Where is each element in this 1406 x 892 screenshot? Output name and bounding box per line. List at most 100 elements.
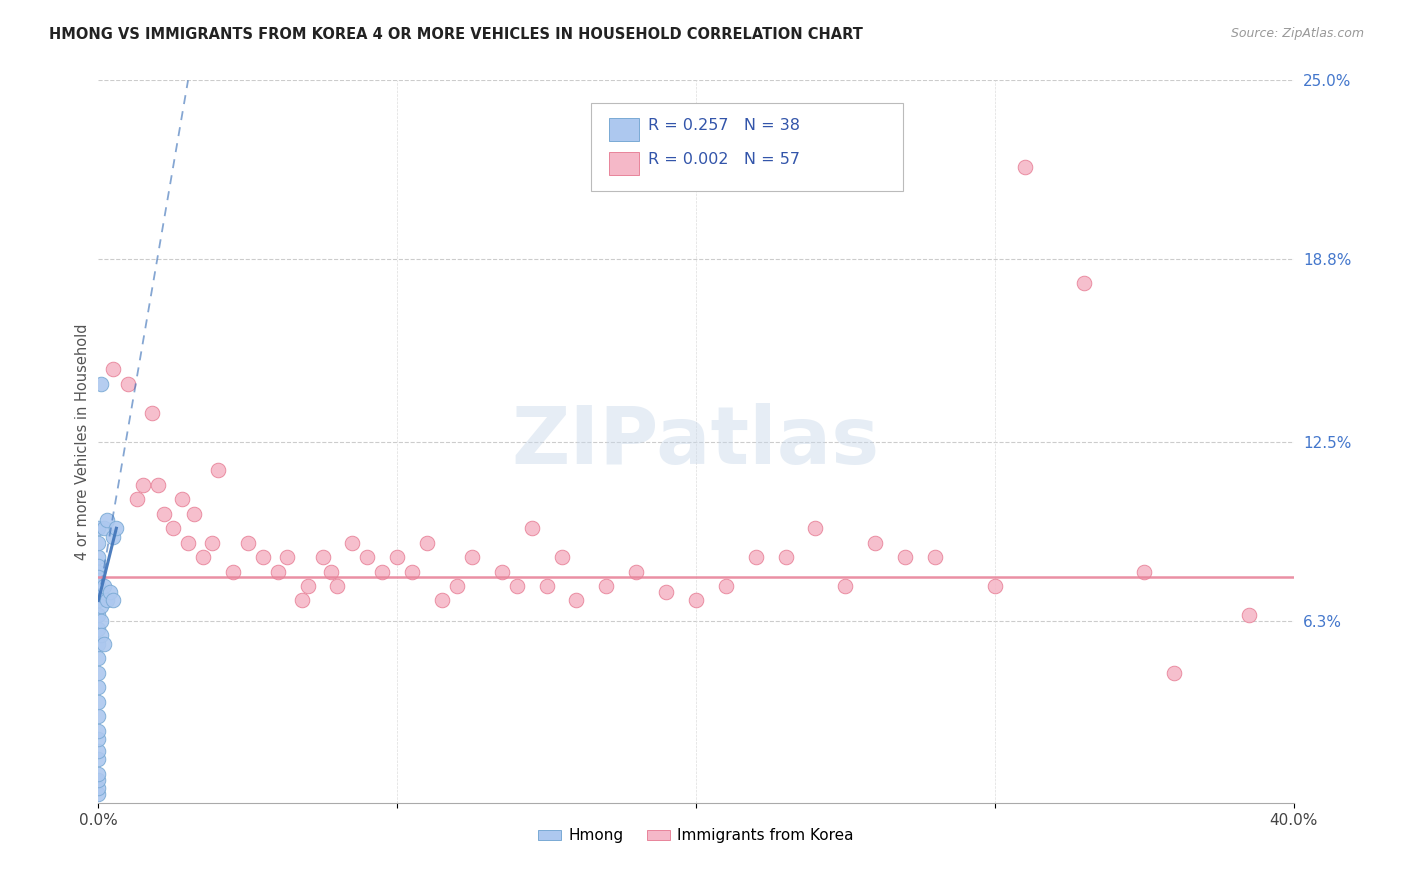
Point (87, 565, 110, 579)
Point (536, 579, 558, 593)
Point (90, 614, 112, 628)
Point (90, 599, 112, 614)
Point (93, 521, 115, 535)
Point (865, 535, 887, 549)
Point (87, 550, 110, 565)
Point (98, 584, 122, 599)
Point (401, 565, 423, 579)
Point (87, 787, 110, 801)
Point (984, 579, 1007, 593)
Point (96, 593, 118, 607)
Point (93, 637, 115, 651)
Point (430, 593, 453, 607)
Point (96, 512, 118, 526)
Point (685, 593, 707, 607)
Point (87, 637, 110, 651)
FancyBboxPatch shape (591, 103, 903, 191)
Point (87, 558, 110, 573)
Point (321, 565, 343, 579)
Point (87, 651, 110, 665)
Point (172, 492, 194, 507)
Point (446, 579, 468, 593)
Point (141, 406, 163, 420)
Point (252, 550, 274, 565)
Point (87, 744, 110, 758)
Point (291, 593, 314, 607)
Point (87, 607, 110, 622)
Point (1133, 565, 1156, 579)
Point (87, 680, 110, 694)
Y-axis label: 4 or more Vehicles in Household: 4 or more Vehicles in Household (75, 323, 90, 560)
Text: ZIPatlas: ZIPatlas (512, 402, 880, 481)
Point (87, 767, 110, 781)
Point (834, 579, 856, 593)
Point (326, 579, 349, 593)
Point (276, 550, 298, 565)
Point (132, 478, 155, 492)
Point (87, 593, 110, 607)
Point (87, 535, 110, 549)
Point (714, 579, 737, 593)
Point (90, 588, 112, 602)
Point (162, 521, 184, 535)
Point (87, 665, 110, 680)
Point (311, 550, 333, 565)
Text: Source: ZipAtlas.com: Source: ZipAtlas.com (1230, 27, 1364, 40)
Point (1163, 665, 1185, 680)
Point (385, 550, 409, 565)
Point (87, 781, 110, 796)
Point (297, 579, 319, 593)
Point (90, 628, 112, 642)
Point (87, 709, 110, 723)
Text: R = 0.002   N = 57: R = 0.002 N = 57 (648, 153, 800, 168)
Point (461, 550, 484, 565)
Point (655, 584, 678, 599)
Point (87, 752, 110, 766)
Point (356, 550, 378, 565)
Point (745, 550, 768, 565)
Point (1237, 607, 1260, 622)
Point (191, 550, 214, 565)
Point (127, 492, 149, 507)
Point (93, 579, 115, 593)
Point (222, 565, 245, 579)
Point (117, 376, 139, 391)
Point (148, 478, 170, 492)
Point (506, 579, 529, 593)
Bar (609, 152, 638, 175)
Point (87, 521, 110, 535)
Point (153, 507, 176, 521)
Point (87, 723, 110, 738)
Point (550, 550, 572, 565)
Point (775, 550, 797, 565)
Point (207, 463, 229, 477)
Point (103, 530, 125, 544)
Point (520, 521, 543, 535)
Point (416, 535, 439, 549)
Point (103, 362, 125, 376)
Point (201, 535, 224, 549)
Point (87, 772, 110, 787)
Point (90, 376, 112, 391)
Point (177, 535, 200, 549)
Point (87, 732, 110, 747)
Point (595, 579, 617, 593)
Point (87, 570, 110, 584)
Text: R = 0.257   N = 38: R = 0.257 N = 38 (648, 119, 800, 133)
Point (924, 550, 946, 565)
Point (236, 535, 259, 549)
Point (103, 593, 125, 607)
Point (87, 579, 110, 593)
Text: HMONG VS IMMIGRANTS FROM KOREA 4 OR MORE VEHICLES IN HOUSEHOLD CORRELATION CHART: HMONG VS IMMIGRANTS FROM KOREA 4 OR MORE… (49, 27, 863, 42)
Point (491, 565, 513, 579)
Point (183, 507, 205, 521)
Point (267, 565, 290, 579)
Point (371, 565, 394, 579)
Bar (609, 118, 638, 141)
Point (87, 623, 110, 637)
Point (804, 521, 827, 535)
Point (626, 565, 648, 579)
Legend: Hmong, Immigrants from Korea: Hmong, Immigrants from Korea (531, 822, 860, 849)
Point (894, 550, 917, 565)
Point (105, 521, 128, 535)
